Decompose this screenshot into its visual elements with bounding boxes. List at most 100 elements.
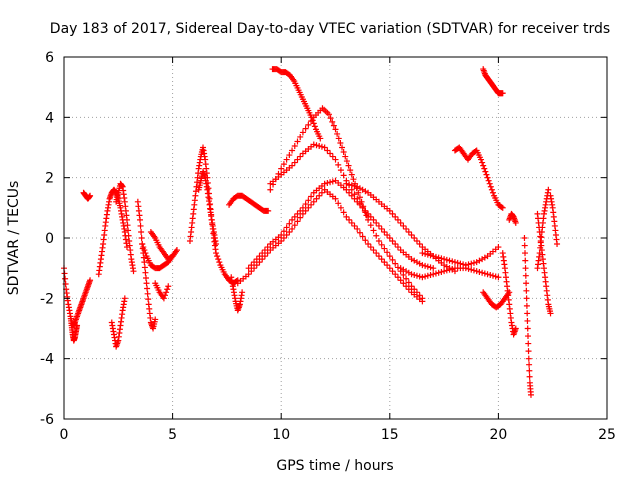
data-point (524, 325, 531, 332)
data-point (375, 253, 382, 260)
data-point (416, 292, 423, 299)
data-point (137, 216, 144, 223)
data-point (446, 257, 453, 264)
data-point (163, 289, 170, 296)
data-point (342, 153, 349, 160)
data-point (522, 272, 529, 279)
data-point (313, 195, 320, 202)
data-point (316, 192, 323, 199)
data-point (355, 189, 362, 196)
data-point (87, 277, 94, 284)
data-point (283, 224, 290, 231)
data-point (356, 229, 363, 236)
data-point (523, 280, 530, 287)
data-point (435, 254, 442, 261)
data-point (378, 225, 385, 232)
data-point (405, 228, 412, 235)
data-point (482, 168, 489, 175)
axis-ticks (63, 56, 608, 420)
data-point (424, 263, 431, 270)
data-point (142, 250, 149, 257)
data-point (470, 267, 477, 274)
data-point (378, 241, 385, 248)
y-axis-label: SDTVAR / TECUs (6, 181, 22, 296)
data-point (141, 247, 148, 254)
data-point (400, 222, 407, 229)
data-point (386, 207, 393, 214)
data-point (125, 232, 132, 239)
series-arc-x (480, 66, 506, 97)
data-point (294, 218, 301, 225)
data-point (309, 117, 316, 124)
data-point (289, 147, 296, 154)
data-point (397, 219, 404, 226)
data-point (411, 271, 418, 278)
data-point (422, 250, 429, 257)
data-point (492, 273, 499, 280)
data-point (384, 249, 391, 256)
data-point (325, 111, 332, 118)
data-point (386, 253, 393, 260)
data-point (484, 271, 491, 278)
data-point (422, 262, 429, 269)
data-point (256, 253, 263, 260)
data-point (329, 153, 336, 160)
data-point (345, 162, 352, 169)
data-point (405, 286, 412, 293)
data-point (142, 269, 149, 276)
data-point (375, 222, 382, 229)
data-point (152, 316, 159, 323)
data-point (74, 322, 81, 329)
data-point (291, 159, 298, 166)
data-point (245, 265, 252, 272)
data-point (484, 174, 491, 181)
data-point (216, 259, 223, 266)
data-point (264, 244, 271, 251)
series-arc-o (234, 186, 426, 305)
series-arc-ab (521, 235, 534, 398)
data-point (305, 197, 312, 204)
data-point (302, 201, 309, 208)
data-point (499, 204, 506, 211)
data-point (130, 268, 137, 275)
series-arc-c (80, 189, 94, 202)
data-point (144, 285, 151, 292)
data-point (137, 222, 144, 229)
data-point (373, 219, 380, 226)
data-point (527, 391, 534, 398)
data-point (335, 135, 342, 142)
data-point (165, 283, 172, 290)
data-point (400, 271, 407, 278)
data-point (392, 260, 399, 267)
data-point (446, 266, 453, 273)
data-point (362, 237, 369, 244)
data-point (441, 256, 448, 263)
data-point (316, 142, 323, 149)
data-point (523, 302, 530, 309)
data-point (419, 295, 426, 302)
data-point (329, 118, 336, 125)
data-point (213, 241, 220, 248)
data-point (479, 159, 486, 166)
data-point (318, 143, 325, 150)
data-point (145, 296, 152, 303)
series-arc-q (267, 141, 372, 220)
data-point (522, 257, 529, 264)
data-point (329, 178, 336, 185)
y-tick-label: 6 (45, 50, 54, 66)
chart-title: Day 183 of 2017, Sidereal Day-to-day VTE… (50, 21, 610, 37)
data-point (351, 222, 358, 229)
data-point (141, 264, 148, 271)
x-tick-label: 25 (598, 427, 616, 443)
data-point (435, 269, 442, 276)
x-tick-label: 15 (381, 427, 399, 443)
data-point (526, 361, 533, 368)
data-point (310, 198, 317, 205)
data-point (343, 180, 350, 187)
data-point (141, 259, 148, 266)
data-point (215, 256, 222, 263)
data-point (261, 253, 268, 260)
data-point (413, 289, 420, 296)
data-point (438, 255, 445, 262)
data-point (523, 287, 530, 294)
